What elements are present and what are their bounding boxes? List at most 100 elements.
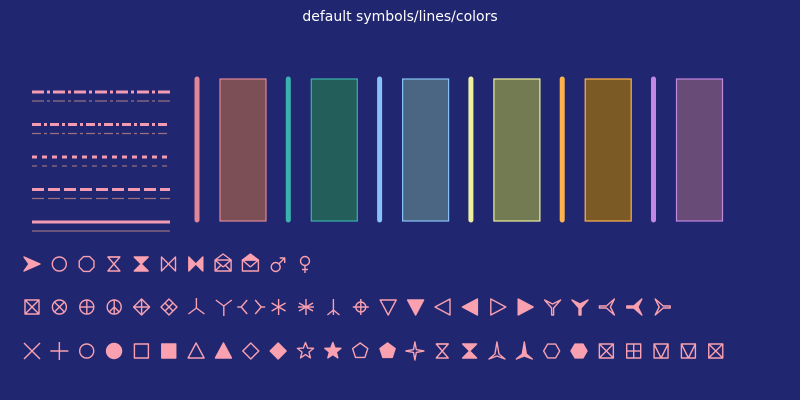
symbol-part [326,309,334,316]
symbol-part [23,256,41,272]
symbol-square-x [24,299,40,315]
symbol-part [598,298,616,316]
symbol-part [249,259,259,268]
symbol-octagon-open [78,255,95,273]
symbol-diamond-plus [132,298,151,316]
color-swatch [651,76,724,223]
symbol-part [461,298,479,316]
symbol-part [708,343,724,359]
symbol-part [543,299,562,316]
symbol-part [488,341,506,360]
symbol-part [680,343,697,359]
color-swatches [194,76,724,223]
symbol-hexagon-open [542,343,561,359]
symbol-part [23,342,41,360]
symbol-part [351,342,369,359]
symbol-part [224,264,232,272]
symbol-part [517,298,534,316]
symbol-part [687,343,697,359]
symbol-pentagon-filled [379,342,396,359]
symbol-part [405,341,425,361]
symbol-envelope-filled [241,253,260,272]
line-style-short-dash [32,155,170,167]
symbol-circle-cross [352,299,369,315]
chart-title: default symbols/lines/colors [302,9,497,25]
symbol-square-slash-right [708,343,724,359]
symbol-triangle-right-filled [517,298,534,316]
symbol-y-down-open [543,299,562,316]
symbol-y-up [215,299,233,316]
symbol-tripod-up-open [488,341,506,360]
symbol-square-plus [626,343,642,359]
symbol-plus [50,342,69,360]
symbol-part [108,306,115,313]
symbol-part [571,299,589,316]
symbol-asterisk-bold [298,299,314,315]
symbol-arrowhead [23,256,41,272]
symbol-part [160,298,178,316]
symbol-square-open [133,343,150,359]
line-style-longdash-dot [32,90,170,102]
symbol-part [241,253,260,261]
symbol-part [254,299,262,315]
symbol-square-slash-left [653,343,669,359]
swatch-rect [310,78,358,222]
symbol-part [24,299,40,315]
symbol-part [133,256,149,272]
symbol-part [598,343,614,359]
symbol-part [461,343,478,359]
symbol-part [195,256,204,272]
symbol-part [379,299,397,316]
symbol-part [379,342,396,359]
symbol-part [53,301,65,313]
symbol-pentagon-open [351,342,369,359]
symbol-part [542,343,561,359]
symbol-triangle-left-open [434,298,451,316]
symbol-part [195,307,205,315]
symbol-circle-filled [105,342,123,360]
symbol-part [598,343,615,359]
symbol-triangle-down-filled [406,299,425,316]
swatch-rect [584,78,632,222]
symbol-part [105,342,123,360]
symbols [23,253,724,361]
symbol-triangle-filled [214,342,233,359]
symbol-part [515,341,533,360]
symbol-part [24,299,40,315]
symbol-bowtie-filled [188,256,204,272]
color-swatch [468,76,541,223]
swatch-rect [675,78,724,222]
symbol-part [133,343,150,359]
symbol-part [324,341,342,359]
symbol-y-left-filled [626,298,643,316]
symbol-part [214,264,222,272]
symbol-part [270,261,281,273]
symbol-part [332,309,340,316]
line-style-solid [32,220,170,232]
symbol-part [296,341,315,359]
symbol-y-down-filled [571,299,589,316]
symbol-angle-pair [237,299,266,315]
symbol-part [215,299,225,307]
symbol-star4 [405,341,425,361]
symbol-y-left-open [598,298,616,316]
symbol-part [164,302,174,312]
symbol-part [113,306,120,313]
symbol-part [78,255,95,273]
symbol-bowtie-open [160,256,177,272]
symbol-asterisk [271,299,286,315]
symbol-part [278,257,286,264]
symbol-part [214,253,232,261]
symbol-part [223,299,233,307]
symbol-hourglass-filled [133,256,149,272]
symbol-peace [106,299,122,315]
symbol-tripod [326,299,340,316]
symbol-part [187,307,197,315]
symbol-square-x [598,343,615,359]
symbol-part [406,299,425,316]
color-swatch [377,76,450,223]
symbol-male [270,257,286,273]
line-styles [32,90,170,232]
